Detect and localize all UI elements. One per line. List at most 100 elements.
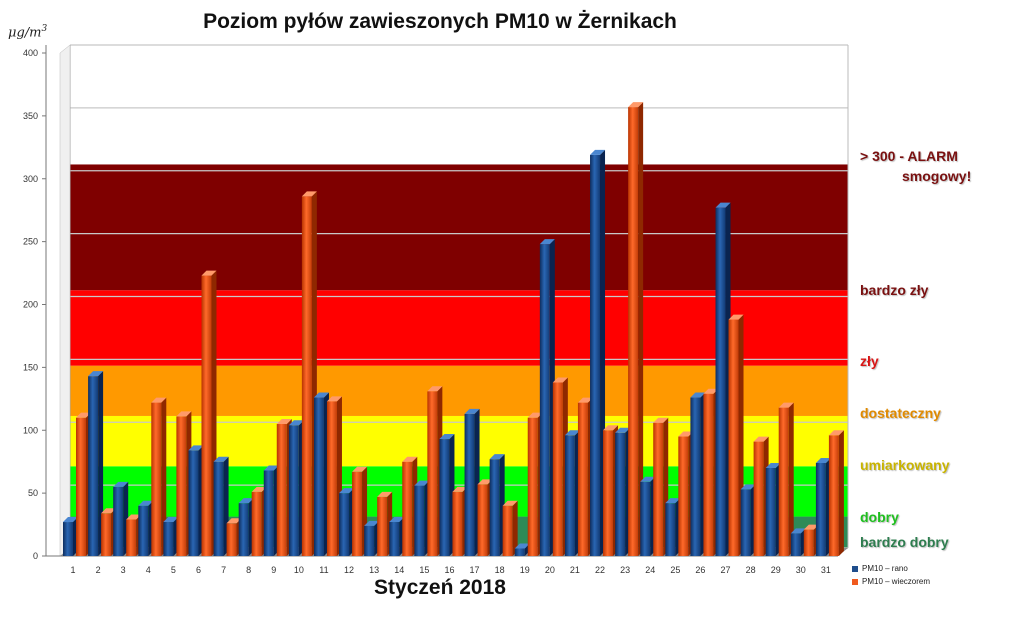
bar-rano-day-8 bbox=[238, 498, 254, 556]
bar-rano-day-10 bbox=[288, 420, 304, 556]
bar-top bbox=[640, 476, 656, 482]
bar-top bbox=[176, 411, 192, 417]
bar-top bbox=[590, 149, 606, 155]
bar-rano-day-21 bbox=[564, 430, 580, 556]
bar-top bbox=[313, 392, 329, 398]
bar-rano-day-23 bbox=[615, 427, 631, 556]
bar-top bbox=[238, 498, 254, 504]
bar-top bbox=[138, 500, 154, 506]
legend: PM10 – rano PM10 – wieczorem bbox=[852, 562, 930, 588]
bar-front bbox=[615, 432, 626, 556]
legend-item-rano: PM10 – rano bbox=[852, 562, 930, 575]
x-tick-label-9: 9 bbox=[271, 565, 276, 575]
bar-front bbox=[590, 154, 601, 557]
x-tick-label-23: 23 bbox=[620, 565, 630, 575]
bar-front bbox=[101, 513, 112, 556]
y-axis-unit-base: μg/m bbox=[8, 25, 42, 41]
zone-label-dobry: dobry bbox=[860, 509, 899, 525]
bar-front bbox=[477, 484, 488, 556]
bar-top bbox=[364, 520, 380, 526]
bar-wieczorem-day-4 bbox=[151, 397, 167, 556]
bar-top bbox=[577, 397, 593, 403]
legend-label-wieczorem: PM10 – wieczorem bbox=[862, 577, 931, 586]
y-tick-label-5: 250 bbox=[23, 237, 38, 247]
bar-rano-day-3 bbox=[113, 481, 129, 556]
bar-front bbox=[313, 397, 324, 556]
bar-front bbox=[76, 417, 86, 556]
x-tick-label-24: 24 bbox=[645, 565, 655, 575]
bar-front bbox=[452, 491, 463, 556]
bar-top bbox=[263, 465, 279, 471]
bar-front bbox=[352, 471, 363, 556]
bar-front bbox=[238, 503, 249, 556]
x-tick-label-31: 31 bbox=[821, 565, 831, 575]
bar-front bbox=[753, 441, 764, 556]
bar-rano-day-25 bbox=[665, 498, 681, 556]
zone-label-bardzo-zly: bardzo zły bbox=[860, 282, 929, 298]
bar-front bbox=[603, 430, 614, 556]
bar-rano-day-26 bbox=[690, 392, 706, 556]
bar-front bbox=[790, 533, 801, 556]
bar-top bbox=[464, 408, 480, 414]
legend-swatch-wieczorem bbox=[852, 578, 858, 585]
bar-front bbox=[126, 519, 137, 556]
bar-rano-day-18 bbox=[489, 454, 505, 556]
bar-rano-day-28 bbox=[740, 484, 756, 556]
bar-front bbox=[815, 462, 826, 556]
bar-top bbox=[163, 517, 179, 523]
bar-front bbox=[527, 417, 538, 556]
x-tick-label-19: 19 bbox=[520, 565, 530, 575]
bar-front bbox=[402, 461, 413, 556]
bar-front bbox=[640, 481, 651, 556]
bar-side bbox=[98, 371, 104, 556]
bar-rano-day-27 bbox=[715, 202, 731, 557]
bar-rano-day-12 bbox=[339, 488, 355, 556]
bar-top bbox=[226, 518, 242, 524]
bar-top bbox=[76, 412, 91, 418]
y-tick-label-0: 0 bbox=[33, 551, 38, 561]
bar-top bbox=[828, 430, 844, 436]
zone-label-bardzo-dobry: bardzo dobry bbox=[860, 534, 949, 550]
chart-title: Poziom pyłów zawieszonych PM10 w Żernika… bbox=[203, 10, 677, 33]
bar-front bbox=[539, 244, 550, 556]
bar-top bbox=[552, 377, 568, 383]
bar-front bbox=[226, 523, 237, 556]
bar-top bbox=[352, 466, 368, 472]
y-tick-label-1: 50 bbox=[28, 488, 38, 498]
bar-front bbox=[163, 522, 174, 556]
bar-front bbox=[564, 435, 575, 556]
x-tick-label-16: 16 bbox=[444, 565, 454, 575]
x-tick-label-26: 26 bbox=[695, 565, 705, 575]
bars-layer bbox=[63, 102, 844, 557]
bar-top bbox=[765, 462, 781, 468]
bar-rano-day-4 bbox=[138, 500, 154, 556]
bar-top bbox=[527, 412, 543, 418]
side-wall bbox=[59, 44, 71, 557]
bar-top bbox=[326, 396, 342, 402]
bar-rano-day-9 bbox=[263, 465, 279, 556]
x-tick-label-20: 20 bbox=[545, 565, 555, 575]
bar-front bbox=[414, 485, 425, 556]
bar-front bbox=[339, 493, 350, 556]
bar-wieczorem-day-18 bbox=[502, 500, 518, 556]
bar-front bbox=[665, 503, 676, 556]
bar-rano-day-17 bbox=[464, 408, 480, 556]
bar-top bbox=[715, 202, 731, 208]
bar-top bbox=[477, 479, 493, 485]
bar-front bbox=[138, 505, 149, 556]
bar-top bbox=[489, 454, 505, 460]
bar-front bbox=[828, 435, 839, 556]
x-tick-label-13: 13 bbox=[369, 565, 379, 575]
bar-front bbox=[188, 450, 199, 556]
bar-front bbox=[88, 376, 99, 556]
x-tick-label-12: 12 bbox=[344, 565, 354, 575]
x-tick-label-10: 10 bbox=[294, 565, 304, 575]
bar-rano-day-31 bbox=[815, 457, 831, 556]
x-tick-label-5: 5 bbox=[171, 565, 176, 575]
y-axis-unit-exponent: 3 bbox=[41, 24, 48, 34]
bar-top bbox=[151, 397, 167, 403]
x-tick-label-22: 22 bbox=[595, 565, 605, 575]
bar-front bbox=[377, 496, 388, 556]
bar-front bbox=[389, 522, 400, 556]
bar-front bbox=[502, 505, 513, 556]
